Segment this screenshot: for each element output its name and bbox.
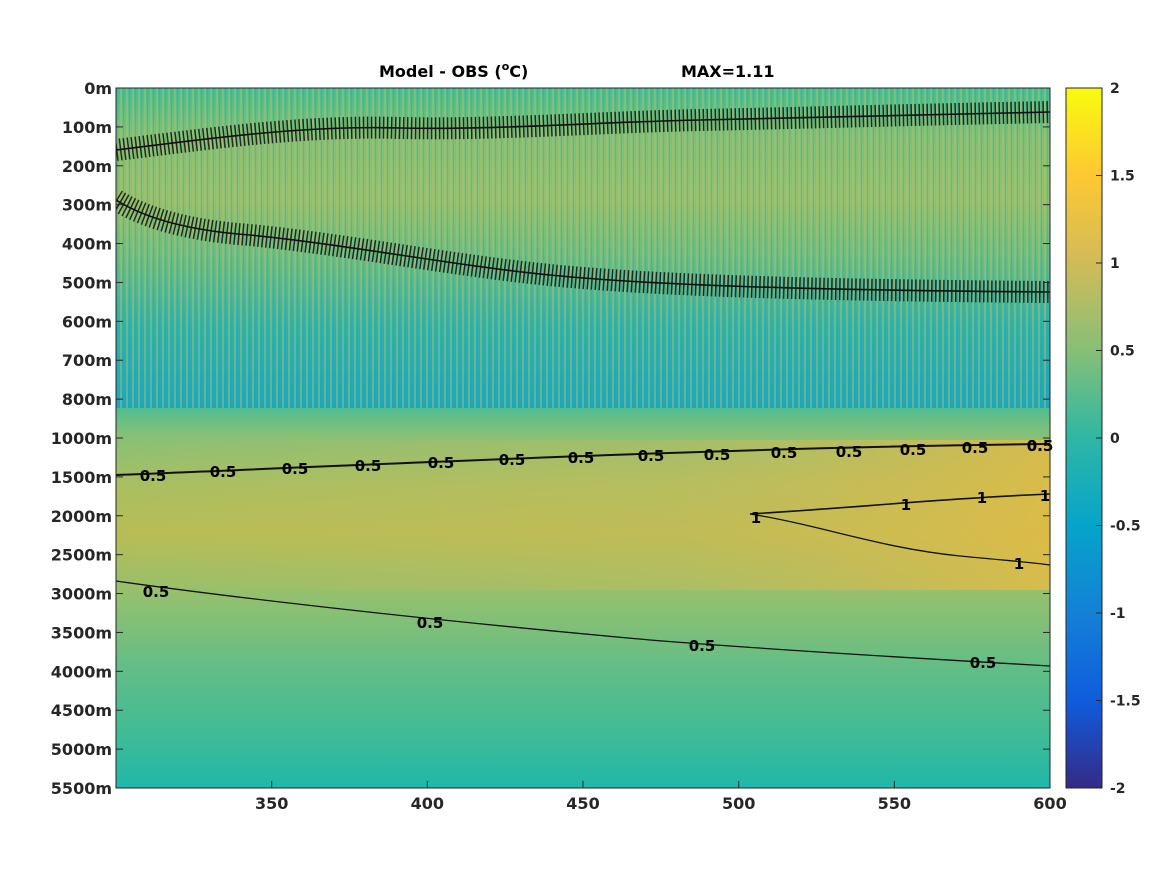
contour-label: 0.5	[962, 439, 989, 457]
colorbar-tick-label: 2	[1110, 81, 1120, 97]
y-tick-label: 2500m	[51, 546, 112, 565]
colorbar-tick-label: -1	[1110, 606, 1126, 622]
heatmap-field	[116, 88, 1050, 788]
contour-label: 0.5	[499, 451, 526, 469]
x-tick-label: 550	[878, 794, 911, 813]
y-tick-label: 400m	[62, 235, 112, 254]
colorbar-tick-label: 1.5	[1110, 169, 1135, 185]
contour-label: 1	[1040, 487, 1050, 505]
y-tick-label: 3500m	[51, 623, 112, 642]
colorbar-tick-label: -0.5	[1110, 519, 1141, 535]
chart-title: Model - OBS (oC)	[379, 60, 528, 81]
contour-label: 0.5	[836, 443, 863, 461]
x-tick-label: 600	[1033, 794, 1066, 813]
contour-label: 1	[751, 509, 761, 527]
contour-label: 1	[977, 489, 987, 507]
x-axis-ticks: 350 400 450 500 550 600	[255, 781, 1067, 813]
y-tick-label: 100m	[62, 118, 112, 137]
y-tick-label: 4500m	[51, 701, 112, 720]
contour-label: 0.5	[970, 654, 997, 672]
x-tick-label: 450	[566, 794, 599, 813]
y-tick-label: 2000m	[51, 507, 112, 526]
contour-label: 0.5	[355, 457, 382, 475]
contour-label: 0.5	[1027, 437, 1054, 455]
y-tick-label: 700m	[62, 351, 112, 370]
contour-label: 0.5	[689, 637, 716, 655]
y-tick-label: 5000m	[51, 740, 112, 759]
contour-label: 0.5	[900, 441, 927, 459]
contour-label: 0.5	[210, 463, 237, 481]
contour-label: 0.5	[417, 614, 444, 632]
colorbar-tick-label: -2	[1110, 781, 1126, 797]
contour-label: 0.5	[568, 449, 595, 467]
contour-0p5-deep	[116, 580, 1050, 667]
y-tick-label: 500m	[62, 273, 112, 292]
colorbar-tick-label: 0	[1110, 431, 1120, 447]
colorbar-tick-label: 0.5	[1110, 344, 1135, 360]
x-tick-label: 400	[411, 794, 444, 813]
y-tick-label: 1500m	[51, 468, 112, 487]
contour-label: 0.5	[428, 454, 455, 472]
contour-noisy-100m-2	[116, 111, 1050, 151]
y-tick-label: 4000m	[51, 662, 112, 681]
chart-max-label: MAX=1.11	[681, 62, 775, 81]
contour-noisy-500m-2	[116, 199, 1050, 293]
y-tick-label: 800m	[62, 390, 112, 409]
contour-label: 0.5	[282, 460, 309, 478]
y-tick-label: 1000m	[51, 429, 112, 448]
y-tick-label: 200m	[62, 157, 112, 176]
x-tick-label: 500	[722, 794, 755, 813]
contour-0p5-upper	[116, 443, 1050, 476]
contour-label: 0.5	[143, 583, 170, 601]
contour-label: 0.5	[1027, 437, 1054, 455]
y-tick-label: 3000m	[51, 585, 112, 604]
y-axis-ticks: 0m 100m 200m 300m 400m 500m 600m 700m 800m 1000m 1…	[51, 79, 1050, 798]
y-tick-label: 600m	[62, 312, 112, 331]
colorbar-ticks: 2 1.5 1 0.5 0 -0.5 -1 -1.5 -2	[1096, 81, 1141, 797]
contour-label: 0.5	[638, 447, 665, 465]
contour-lines	[116, 101, 1050, 667]
contour-1-lower	[749, 513, 1050, 566]
contour-label: 0.5	[140, 467, 167, 485]
contour-label: 1	[1014, 555, 1024, 573]
y-tick-label: 0m	[84, 79, 112, 98]
contour-label: 0.5	[704, 446, 731, 464]
colorbar-tick-label: 1	[1110, 256, 1120, 272]
y-tick-label: 300m	[62, 196, 112, 215]
contour-label: 1	[901, 496, 911, 514]
colorbar-tick-label: -1.5	[1110, 694, 1141, 710]
contour-labels: 0.5 0.5 0.5 0.5 0.5 0.5 0.5 0.5 0.5 0.5 0.5 0.5 0.5 0…	[140, 437, 1054, 672]
y-tick-label: 5500m	[51, 779, 112, 798]
contour-1-upper	[749, 493, 1050, 515]
contour-label: 0.5	[771, 444, 798, 462]
x-tick-label: 350	[255, 794, 288, 813]
